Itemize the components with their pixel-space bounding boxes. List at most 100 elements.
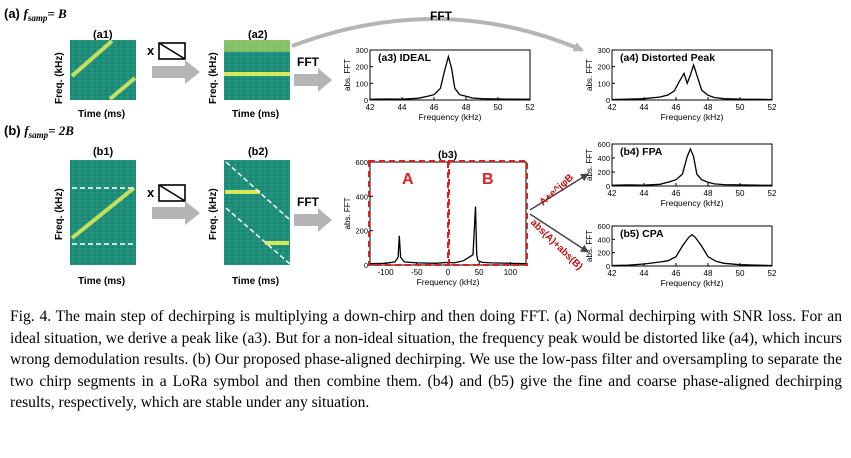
y-tick-label: 0 (606, 182, 610, 191)
y-tick-label: 600 (597, 140, 610, 149)
series-line (611, 233, 773, 267)
x-tick-label: 44 (640, 269, 649, 278)
plot-frame (369, 49, 531, 101)
chart-b3: -100 -50 0 50 100 0 200 400 600 Frequency (kHz) ab… (343, 149, 527, 287)
x-tick-label: 48 (462, 103, 471, 112)
chart-b4: 42 44 46 48 50 52 0 200 400 600 Frequency (kHz) abs… (585, 140, 777, 208)
x-tick-label: 52 (768, 103, 777, 112)
x-axis-label: Frequency (kHz) (661, 198, 724, 208)
x-tick-label: 42 (608, 189, 617, 198)
x-tick-label: 50 (494, 103, 503, 112)
y-tick-label: 100 (597, 79, 610, 88)
arrow-a2-a3 (294, 68, 332, 92)
panel-a2-label: (a2) (248, 29, 268, 41)
a1-xlabel: Time (ms) (78, 109, 125, 120)
y-tick-label: 600 (597, 222, 610, 231)
y-tick-label: 300 (355, 46, 368, 55)
y-tick-label: 200 (597, 63, 610, 72)
y-axis-label: abs. FFT (585, 59, 594, 91)
y-tick-label: 0 (364, 261, 368, 270)
fft-arc-arrow (291, 17, 584, 52)
b2-xlabel: Time (ms) (232, 276, 279, 287)
spectrogram-b2 (224, 160, 291, 265)
y-tick-label: 600 (355, 158, 368, 167)
y-tick-label: 0 (606, 262, 610, 271)
figure-caption: Fig. 4. The main step of dechirping is m… (10, 308, 842, 411)
row-b-label: (b) fsamp= 2B (4, 123, 74, 140)
arrow-to-b5 (529, 213, 589, 253)
arrow-to-b4 (529, 173, 589, 211)
x-tick-label: 0 (446, 268, 451, 277)
x-axis-label: Frequency (kHz) (661, 112, 724, 122)
spectrogram-a2 (224, 40, 290, 100)
y-tick-label: 200 (597, 168, 610, 177)
x-tick-label: 52 (526, 103, 535, 112)
fft-a-label: FFT (297, 55, 320, 69)
downchirp-a-icon (158, 42, 186, 60)
y-axis-label: abs. FFT (343, 197, 352, 229)
arrow-a1-a2 (152, 60, 200, 84)
a2-xlabel: Time (ms) (232, 109, 279, 120)
x-tick-label: 44 (398, 103, 407, 112)
panel-b1-label: (b1) (93, 146, 114, 158)
x-tick-label: 46 (430, 103, 439, 112)
chart-title: (b3) (438, 149, 457, 161)
x-tick-label: 46 (672, 189, 681, 198)
chart-title: (a3) IDEAL (378, 52, 432, 64)
segment-boxes (368, 160, 528, 266)
y-axis-label: abs. FFT (585, 149, 594, 181)
figure-4: (a) fsamp= B (b) fsamp= 2B FFT (a1) Freq… (4, 6, 777, 288)
x-tick-label: 44 (640, 103, 649, 112)
series-line (369, 206, 527, 265)
x-axis-label: Frequency (kHz) (417, 277, 480, 287)
y-axis-label: abs. FFT (343, 59, 352, 91)
plot-frame (611, 225, 773, 267)
y-tick-label: 0 (606, 96, 610, 105)
chart-b5: 42 44 46 48 50 52 0 200 400 600 Frequency (kHz) abs… (585, 222, 777, 288)
y-tick-label: 400 (355, 192, 368, 201)
x-tick-label: 44 (640, 189, 649, 198)
b1-xlabel: Time (ms) (78, 276, 125, 287)
x-tick-label: 42 (608, 269, 617, 278)
chart-title: (a4) Distorted Peak (620, 52, 715, 64)
x-tick-label: 46 (672, 103, 681, 112)
downchirp-b-icon (158, 184, 186, 202)
chart-title: (b4) FPA (620, 146, 663, 158)
series-line (369, 54, 531, 100)
x-axis-label: Frequency (kHz) (419, 112, 482, 122)
panel-b2-label: (b2) (248, 146, 269, 158)
x-tick-label: 48 (704, 103, 713, 112)
segment-a-label: A (402, 171, 414, 188)
x-tick-label: 52 (768, 189, 777, 198)
series-line (611, 147, 773, 186)
x-tick-label: 52 (768, 269, 777, 278)
x-tick-label: -50 (411, 268, 423, 277)
b2-ylabel: Freq. (kHz) (208, 188, 219, 240)
x-tick-label: 50 (475, 268, 484, 277)
b1-ylabel: Freq. (kHz) (54, 188, 65, 240)
y-tick-label: 200 (355, 227, 368, 236)
x-tick-label: 50 (736, 269, 745, 278)
chart-a3: 42 44 46 48 50 52 0 100 200 300 Frequency (kHz) abs… (343, 46, 535, 122)
x-tick-label: 46 (672, 269, 681, 278)
x-tick-label: 48 (704, 189, 713, 198)
a2-ylabel: Freq. (kHz) (208, 52, 219, 104)
spectrogram-b1 (70, 160, 136, 265)
multiply-b-label: x (147, 185, 155, 200)
x-tick-label: 50 (736, 189, 745, 198)
x-tick-label: -100 (378, 268, 395, 277)
multiply-a-label: x (147, 43, 155, 58)
fft-b-label: FFT (297, 195, 320, 209)
arrow-b2-b3 (294, 208, 332, 232)
y-tick-label: 200 (597, 249, 610, 258)
y-tick-label: 0 (364, 96, 368, 105)
chart-title: (b5) CPA (620, 228, 664, 240)
combine-fine-label: A+e^jφB (538, 172, 576, 208)
chart-a4: 42 44 46 48 50 52 0 100 200 300 Frequency (kHz) abs… (585, 46, 777, 122)
y-axis-label: abs. FFT (585, 230, 594, 262)
series-line (611, 62, 773, 101)
y-tick-label: 400 (597, 154, 610, 163)
x-tick-label: 48 (704, 269, 713, 278)
y-tick-label: 200 (355, 63, 368, 72)
row-a-label: (a) fsamp= B (4, 6, 67, 23)
